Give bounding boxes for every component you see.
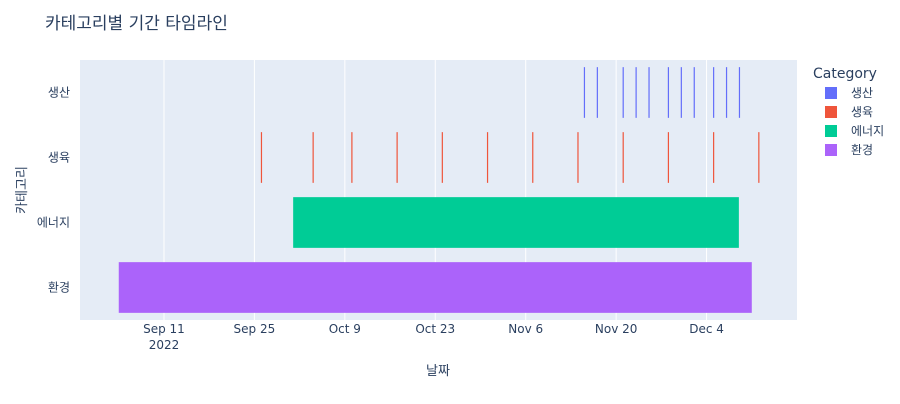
timeline-bar[interactable] (532, 132, 534, 183)
x-tick-label: Nov 20 (595, 322, 638, 336)
y-tick-label: 생산 (48, 86, 70, 100)
timeline-bar[interactable] (118, 262, 752, 313)
timeline-bar[interactable] (351, 132, 353, 183)
timeline-bar[interactable] (713, 67, 715, 118)
x-tick-label: Dec 4 (689, 322, 724, 336)
timeline-bar[interactable] (260, 132, 263, 183)
timeline-bar[interactable] (648, 67, 650, 118)
legend-label[interactable]: 생육 (851, 105, 873, 119)
timeline-bar[interactable] (680, 67, 682, 118)
x-axis-title: 날짜 (426, 364, 450, 379)
timeline-bar[interactable] (293, 197, 739, 248)
legend-swatch[interactable] (825, 144, 837, 156)
timeline-bar[interactable] (667, 67, 670, 118)
y-tick-label: 생육 (48, 151, 70, 165)
x-tick-label: Oct 23 (415, 322, 455, 336)
legend-swatch[interactable] (825, 125, 837, 137)
timeline-bar[interactable] (758, 132, 760, 183)
x-tick-label: Oct 9 (329, 322, 361, 336)
timeline-bar[interactable] (622, 132, 624, 183)
y-axis-title: 카테고리 (15, 166, 30, 214)
timeline-bar[interactable] (312, 132, 314, 183)
timeline-bar[interactable] (396, 132, 398, 183)
timeline-bar[interactable] (486, 132, 489, 183)
x-tick-label: Sep 11 (143, 322, 185, 336)
timeline-bar[interactable] (635, 67, 637, 118)
timeline-bar[interactable] (441, 132, 443, 183)
legend-label[interactable]: 생산 (851, 86, 873, 100)
timeline-bar[interactable] (622, 67, 624, 118)
timeline-bar[interactable] (725, 67, 728, 118)
y-tick-label: 환경 (48, 281, 70, 295)
data-marks (118, 67, 760, 313)
legend-label[interactable]: 에너지 (851, 124, 884, 138)
timeline-bar[interactable] (596, 67, 598, 118)
x-tick-labels: Sep 11 2022 Sep 25 Oct 9 Oct 23 Nov 6 Nov 20 De… (143, 322, 724, 352)
legend-title: Category (813, 66, 877, 82)
chart-title: 카테고리별 기간 타임라인 (45, 14, 228, 34)
timeline-bar[interactable] (583, 67, 586, 118)
legend-swatch[interactable] (825, 87, 837, 99)
x-tick-sublabel: 2022 (149, 338, 180, 352)
timeline-bar[interactable] (577, 132, 579, 183)
legend-label[interactable]: 환경 (851, 143, 873, 157)
timeline-bar[interactable] (693, 67, 695, 118)
y-tick-label: 에너지 (37, 216, 70, 230)
x-tick-label: Sep 25 (234, 322, 276, 336)
timeline-bar[interactable] (738, 67, 741, 118)
timeline-bar[interactable] (713, 132, 715, 183)
timeline-bar[interactable] (667, 132, 670, 183)
x-tick-label: Nov 6 (508, 322, 543, 336)
legend-swatch[interactable] (825, 106, 837, 118)
